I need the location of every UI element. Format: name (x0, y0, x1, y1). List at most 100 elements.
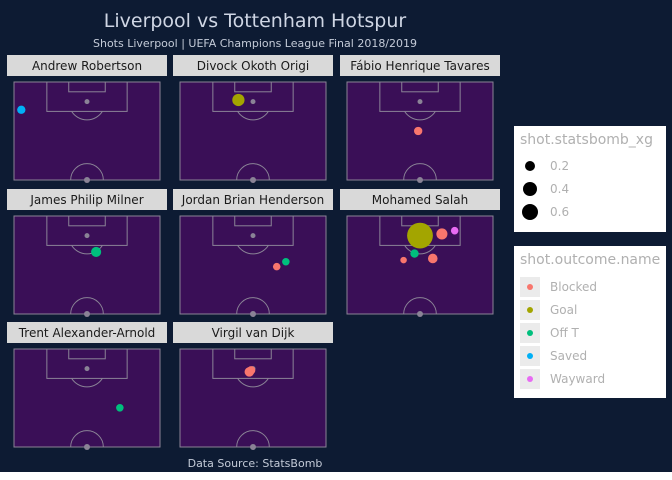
centre-circle (70, 163, 104, 181)
size-legend-title: shot.statsbomb_xg (520, 132, 653, 148)
shot-point (407, 222, 433, 249)
color-legend-item: Off T (520, 323, 660, 343)
size-legend-item: 0.4 (520, 179, 660, 199)
pitch (13, 81, 161, 181)
six-yard-box (234, 348, 272, 360)
shot-point (450, 226, 459, 235)
centre-spot (84, 444, 90, 450)
penalty-arc (71, 378, 103, 388)
facet-panel: Trent Alexander-Arnold (7, 322, 167, 450)
size-legend-label: 0.6 (550, 205, 570, 219)
facet-panel: Fábio Henrique Tavares (340, 55, 500, 183)
facet-strip-label: Virgil van Dijk (212, 326, 295, 340)
six-yard-box (234, 81, 272, 93)
pitch (179, 215, 327, 315)
centre-spot (84, 177, 90, 183)
centre-circle (403, 297, 437, 315)
facet-panel: James Philip Milner (7, 189, 167, 317)
pitch (13, 348, 161, 448)
facet-strip (173, 322, 333, 343)
penalty-spot (250, 233, 256, 239)
size-legend-dot (524, 160, 536, 172)
penalty-spot (417, 99, 423, 105)
facet-strip (7, 189, 167, 210)
chart-caption: Data Source: StatsBomb (187, 457, 323, 470)
shot-point (436, 228, 448, 240)
facet-grid: Andrew Robertson Divock Okoth Origi Fábio … (7, 55, 500, 450)
color-legend-item: Blocked (520, 277, 660, 297)
six-yard-box (68, 348, 106, 360)
shot-point (427, 253, 438, 264)
penalty-arc (404, 111, 436, 121)
shot-point (410, 249, 419, 258)
shot-point (116, 404, 124, 412)
penalty-arc (71, 111, 103, 121)
penalty-arc (404, 245, 436, 255)
facet-strip-label: Mohamed Salah (372, 193, 468, 207)
penalty-arc (71, 245, 103, 255)
centre-spot (250, 444, 256, 450)
facet-panel: Virgil van Dijk (173, 322, 333, 450)
chart-title: Liverpool vs Tottenham Hotspur (103, 10, 407, 32)
color-legend-item: Wayward (520, 369, 660, 389)
penalty-spot (84, 366, 90, 372)
centre-spot (250, 311, 256, 317)
size-legend: shot.statsbomb_xg 0.2 0.4 0.6 (514, 126, 666, 232)
centre-spot (84, 311, 90, 317)
color-legend-dot (527, 284, 533, 290)
color-legend-label: Saved (550, 349, 588, 363)
centre-circle (236, 430, 270, 448)
size-legend-label: 0.2 (550, 159, 570, 173)
centre-circle (236, 163, 270, 181)
shot-point (400, 256, 407, 264)
color-legend-title: shot.outcome.name (520, 252, 661, 268)
centre-circle (403, 163, 437, 181)
size-legend-dot (521, 203, 539, 221)
shot-point (17, 105, 26, 114)
size-legend-label: 0.4 (550, 182, 570, 196)
pitch (13, 215, 161, 315)
color-legend-dot (527, 330, 533, 336)
shot-point (414, 126, 423, 136)
shot-point (232, 93, 245, 107)
size-legend-item: 0.6 (520, 202, 660, 222)
color-legend-dot (527, 376, 533, 382)
color-legend-item: Saved (520, 346, 660, 366)
size-legend-dot (522, 181, 538, 197)
color-legend: shot.outcome.name Blocked Goal Off T Saved W… (514, 246, 666, 398)
centre-circle (70, 430, 104, 448)
facet-strip (7, 322, 167, 343)
facet-panel: Mohamed Salah (340, 189, 500, 317)
facet-strip (340, 189, 500, 210)
centre-spot (417, 311, 423, 317)
pitch (179, 81, 327, 181)
centre-spot (417, 177, 423, 183)
shot-point (282, 257, 290, 266)
facet-strip (340, 55, 500, 76)
six-yard-box (68, 81, 106, 93)
shot-point (272, 262, 281, 271)
shot-point (247, 366, 256, 375)
penalty-arc (237, 111, 269, 121)
facet-strip-label: Andrew Robertson (32, 59, 142, 73)
centre-spot (250, 177, 256, 183)
facet-strip (173, 189, 333, 210)
facet-panel: Andrew Robertson (7, 55, 167, 183)
penalty-spot (84, 99, 90, 105)
color-legend-dot (527, 353, 533, 359)
centre-circle (70, 297, 104, 315)
penalty-spot (250, 99, 256, 105)
pitch (179, 348, 327, 448)
facet-strip (173, 55, 333, 76)
facet-strip (7, 55, 167, 76)
facet-strip-label: Trent Alexander-Arnold (18, 326, 156, 340)
shot-point (91, 246, 102, 257)
facet-panel: Divock Okoth Origi (173, 55, 333, 183)
facet-strip-label: Divock Okoth Origi (197, 59, 309, 73)
centre-circle (236, 297, 270, 315)
color-legend-label: Off T (550, 326, 579, 340)
penalty-arc (237, 378, 269, 388)
facet-strip-label: Jordan Brian Henderson (181, 193, 324, 207)
color-legend-label: Goal (550, 303, 578, 317)
